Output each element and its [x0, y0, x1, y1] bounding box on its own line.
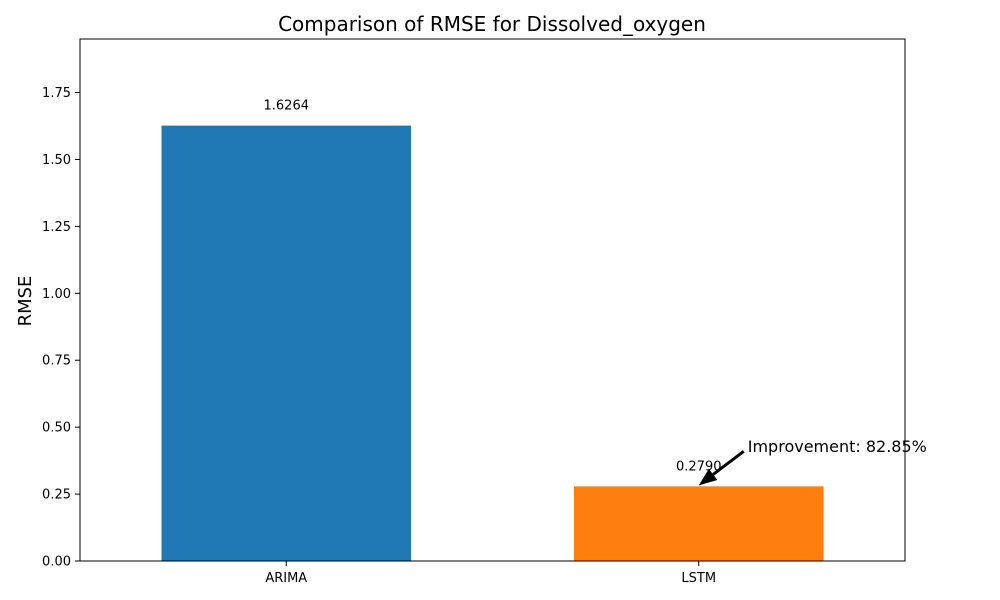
plot-frame	[79, 38, 906, 562]
y-tick-label: 0.00	[42, 555, 71, 570]
x-tick-label: LSTM	[681, 571, 716, 586]
y-tick-label: 1.00	[42, 287, 71, 302]
y-axis-label: RMSE	[15, 276, 36, 327]
annotation-arrow-head	[698, 468, 718, 486]
data-label-arima: 1.6264	[264, 99, 310, 114]
y-tick-label: 1.25	[42, 220, 71, 235]
y-tick-label: 0.50	[42, 421, 71, 436]
x-tick-label: ARIMA	[265, 571, 307, 586]
annotation-arrow-shaft	[712, 450, 745, 476]
axis-ticks: 0.00 0.25 0.50 0.75 1.00 1.25 1.50 1.75 ARIMA LST…	[42, 86, 716, 586]
y-tick-label: 1.75	[42, 86, 71, 101]
chart-title: Comparison of RMSE for Dissolved_oxygen	[278, 12, 706, 36]
bars	[161, 125, 824, 561]
bar-arima	[161, 125, 412, 561]
annotation: Improvement: 82.85%	[698, 437, 927, 486]
y-tick-label: 0.75	[42, 354, 71, 369]
annotation-text: Improvement: 82.85%	[748, 437, 927, 456]
y-tick-label: 1.50	[42, 153, 71, 168]
y-tick-label: 0.25	[42, 488, 71, 503]
bar-lstm	[573, 486, 824, 561]
